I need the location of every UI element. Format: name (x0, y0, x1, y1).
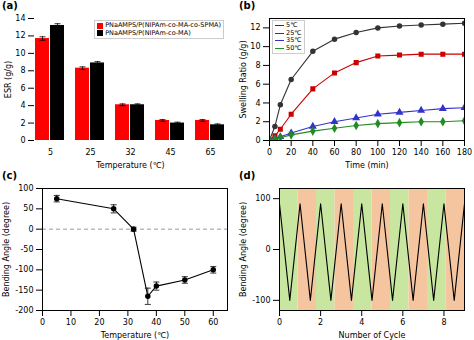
svg-text:6: 6 (400, 318, 405, 327)
svg-text:60: 60 (329, 148, 339, 157)
html-text:5℃: 5℃ (286, 21, 298, 29)
html-text:25℃: 25℃ (286, 28, 302, 37)
svg-text:0: 0 (277, 318, 282, 327)
svg-text:8: 8 (441, 318, 446, 327)
svg-text:0: 0 (255, 136, 260, 145)
svg-text:30: 30 (123, 318, 133, 327)
svg-text:10: 10 (15, 49, 25, 58)
svg-text:120: 120 (392, 148, 407, 157)
svg-text:10: 10 (66, 318, 76, 327)
svg-text:4: 4 (359, 318, 364, 327)
svg-text:14: 14 (15, 14, 25, 23)
svg-text:-50: -50 (20, 245, 33, 254)
svg-text:20: 20 (94, 318, 104, 327)
svg-text:-100: -100 (15, 265, 33, 274)
svg-text:-150: -150 (15, 286, 33, 295)
svg-text:100: 100 (370, 148, 385, 157)
html-text:PNaAMPS/P(NIPAm-co-MA-co-SPMA): PNaAMPS/P(NIPAm-co-MA-co-SPMA) (105, 21, 221, 29)
svg-text:0: 0 (28, 225, 33, 234)
svg-text:160: 160 (435, 148, 450, 157)
svg-text:Number of Cycle: Number of Cycle (339, 331, 406, 340)
svg-text:6: 6 (255, 80, 260, 89)
svg-text:10: 10 (250, 42, 260, 51)
html-text:PNaAMPS/P(NIPAm-co-MA): PNaAMPS/P(NIPAm-co-MA) (105, 28, 191, 37)
svg-text:4: 4 (255, 99, 260, 108)
svg-text:8: 8 (255, 61, 260, 70)
svg-text:60: 60 (208, 318, 218, 327)
svg-text:2: 2 (20, 119, 25, 128)
svg-text:Temperature (℃): Temperature (℃) (95, 161, 164, 170)
html-text:(a): (a) (2, 0, 18, 11)
svg-text:8: 8 (20, 66, 25, 75)
html-text:50℃: 50℃ (286, 43, 302, 52)
html-text:(c): (c) (2, 170, 18, 181)
html-text:35℃: 35℃ (286, 36, 302, 44)
svg-text:-100: -100 (252, 296, 270, 305)
svg-text:180: 180 (457, 148, 472, 157)
svg-text:45: 45 (165, 148, 175, 157)
svg-text:0: 0 (265, 245, 270, 254)
svg-text:ESR (g/g): ESR (g/g) (4, 61, 13, 98)
svg-text:140: 140 (414, 148, 429, 157)
svg-text:0: 0 (20, 136, 25, 145)
svg-text:4: 4 (20, 101, 25, 110)
svg-text:0: 0 (267, 148, 272, 157)
svg-text:40: 40 (308, 148, 318, 157)
svg-text:Time (min): Time (min) (344, 161, 388, 170)
html-text:(d): (d) (239, 170, 256, 181)
svg-text:50: 50 (180, 318, 190, 327)
svg-text:Swelling Ratio (g/g): Swelling Ratio (g/g) (239, 40, 248, 118)
svg-text:25: 25 (85, 148, 95, 157)
svg-text:32: 32 (125, 148, 135, 157)
svg-text:65: 65 (205, 148, 215, 157)
svg-text:100: 100 (255, 194, 270, 203)
svg-text:20: 20 (286, 148, 296, 157)
svg-text:12: 12 (250, 23, 260, 32)
svg-text:Bending Angle (degree): Bending Angle (degree) (2, 202, 11, 297)
svg-text:100: 100 (18, 184, 33, 193)
html-text:(b): (b) (239, 0, 256, 11)
svg-text:6: 6 (20, 84, 25, 93)
svg-text:80: 80 (351, 148, 361, 157)
svg-text:-200: -200 (15, 306, 33, 315)
svg-text:Bending Angle (degree): Bending Angle (degree) (239, 202, 248, 297)
svg-text:50: 50 (23, 204, 33, 213)
svg-text:0: 0 (40, 318, 45, 327)
svg-text:Temperature (℃): Temperature (℃) (100, 331, 169, 340)
svg-text:2: 2 (318, 318, 323, 327)
svg-text:12: 12 (15, 31, 25, 40)
svg-text:40: 40 (151, 318, 161, 327)
svg-text:2: 2 (255, 117, 260, 126)
svg-text:5: 5 (48, 148, 53, 157)
